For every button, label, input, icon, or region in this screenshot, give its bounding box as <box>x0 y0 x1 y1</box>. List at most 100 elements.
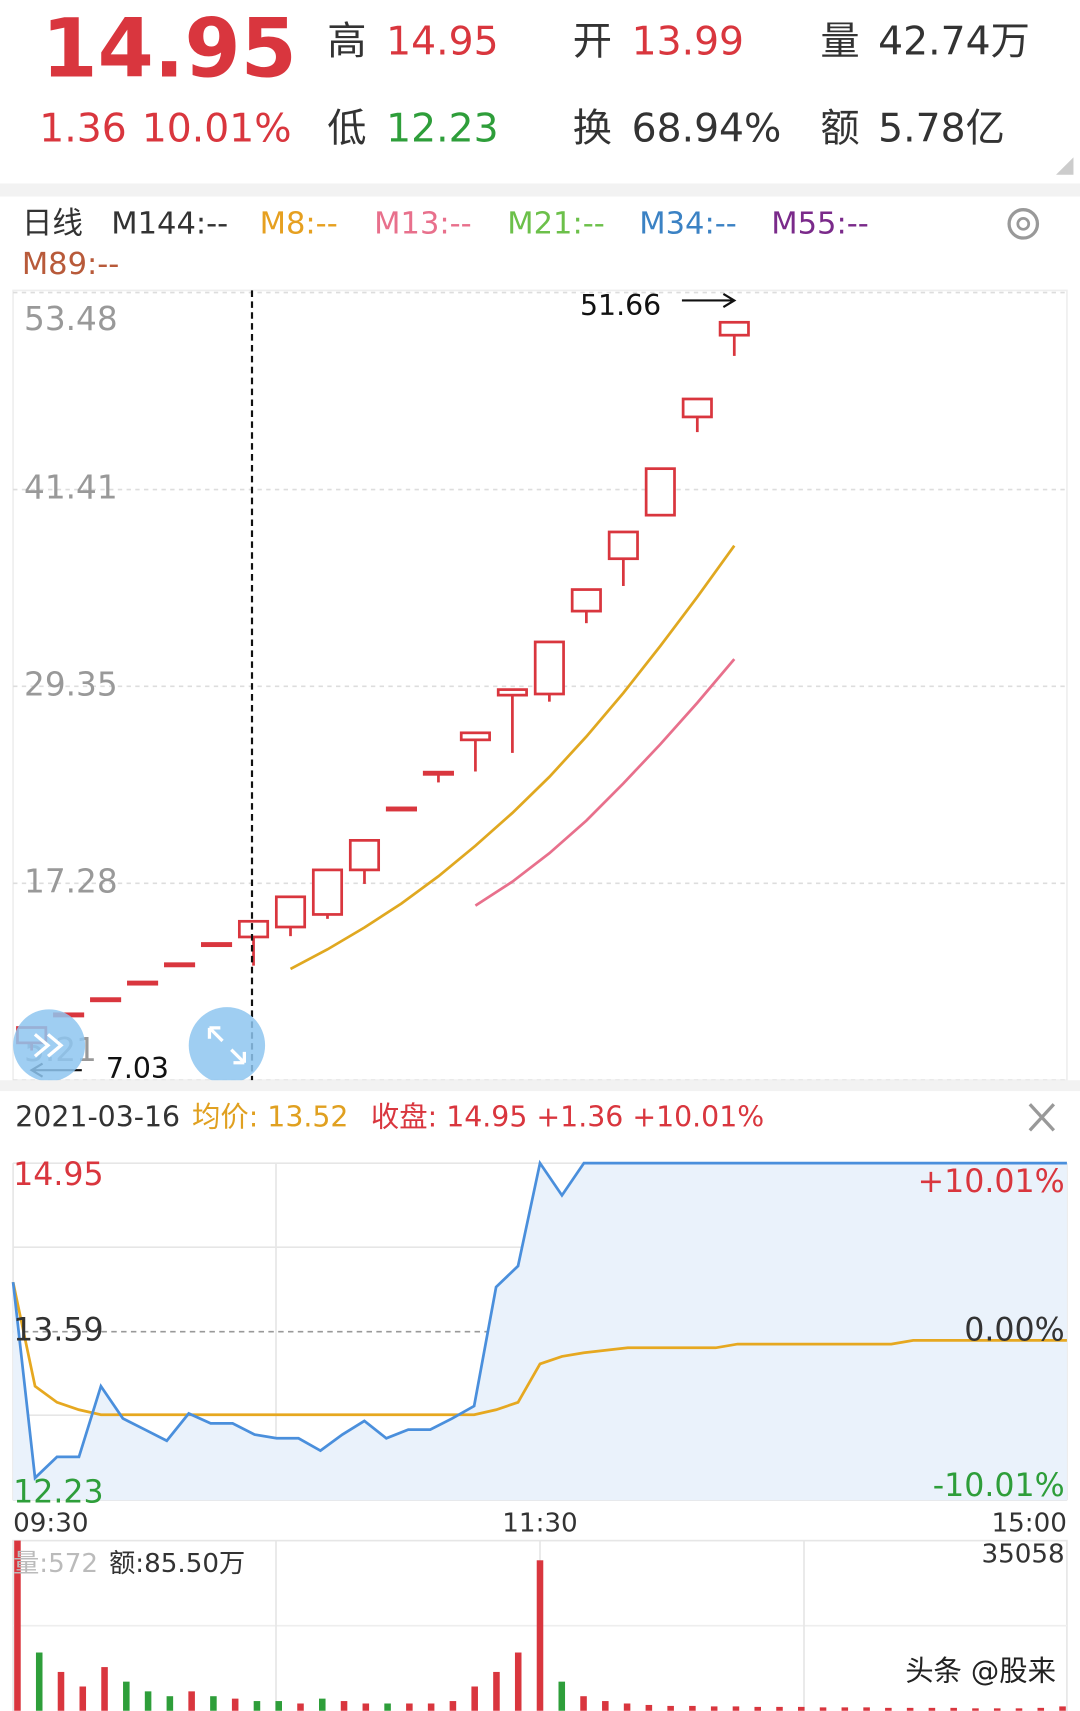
close-info: 收盘: 14.95 +1.36 +10.01% <box>371 1100 764 1133</box>
volume-bar <box>645 1704 653 1711</box>
volume-bar <box>123 1681 130 1711</box>
y2-tick-label: -10.01% <box>933 1468 1065 1504</box>
gear-center <box>1016 217 1031 231</box>
ma-line <box>474 658 736 907</box>
candle-body <box>237 919 270 939</box>
amount-label: 额:85.50万 <box>109 1549 245 1579</box>
low: 12.23 <box>386 107 498 152</box>
volume-bar <box>493 1671 500 1711</box>
volume-bar <box>602 1701 609 1711</box>
volume-label: 量 <box>820 19 859 64</box>
open: 13.99 <box>632 19 744 64</box>
date: 2021-03-16 <box>15 1100 180 1133</box>
amount: 5.78亿 <box>878 107 1005 152</box>
volume-bar <box>950 1707 957 1711</box>
amount-label: 额 <box>820 107 859 152</box>
separator <box>0 183 1080 197</box>
x-tick-label: 15:00 <box>991 1509 1066 1539</box>
indicator-label: M34:-- <box>639 206 737 241</box>
candle-body <box>164 962 196 968</box>
y-tick-label: 41.41 <box>24 469 118 507</box>
y2-tick-label: +10.01% <box>918 1164 1065 1200</box>
low-label: 低 <box>327 107 366 152</box>
volume-bar <box>689 1705 696 1711</box>
volume: 42.74万 <box>878 19 1030 64</box>
y-tick-label: 17.28 <box>24 862 118 900</box>
candle-body <box>90 997 122 1003</box>
volume-bar <box>144 1691 152 1711</box>
ma-line <box>289 544 736 971</box>
volume-bar <box>1037 1707 1045 1711</box>
price-line <box>11 1159 1067 1481</box>
volume-bar <box>14 1540 21 1711</box>
indicator-label: M55:-- <box>771 206 869 241</box>
x-tick-label: 09:30 <box>13 1509 88 1539</box>
volume-bar <box>35 1652 43 1711</box>
y2-tick-label: 0.00% <box>964 1313 1064 1349</box>
volume-bar <box>972 1708 979 1711</box>
candle-body <box>607 530 639 561</box>
zoom-button[interactable] <box>13 1009 86 1082</box>
min-label: 7.03 <box>106 1052 169 1085</box>
intraday-chart: 14.95 13.59 12.23 +10.01% 0.00% -10.01% 09:30 1… <box>11 1157 1068 1539</box>
settings-button[interactable] <box>1007 208 1040 240</box>
volume-bar <box>384 1703 391 1711</box>
volume-bar <box>1015 1708 1023 1711</box>
volume-bar <box>79 1686 87 1711</box>
volume-bar <box>188 1691 195 1711</box>
candle-body <box>681 397 713 419</box>
volume-bar <box>340 1701 348 1711</box>
y-tick-label: 13.59 <box>13 1313 104 1349</box>
volume-bar <box>275 1701 282 1711</box>
volume-bar <box>863 1707 870 1711</box>
volume-bar <box>406 1703 413 1711</box>
gear-icon <box>1007 208 1040 240</box>
y-tick-label: 35058 <box>981 1539 1064 1569</box>
price: 14.95 <box>41 3 296 97</box>
y-tick-label: 53.48 <box>24 300 118 338</box>
volume-bar <box>906 1707 914 1711</box>
volume-bar <box>667 1705 674 1711</box>
change-pct: 10.01% <box>142 107 292 152</box>
change: 1.36 <box>39 107 126 152</box>
candle-body <box>718 320 750 337</box>
candle-body <box>459 731 491 742</box>
volume-bar <box>166 1696 174 1711</box>
candle-body <box>644 467 676 517</box>
volume-bar <box>798 1706 805 1711</box>
y-tick-label: 29.35 <box>24 665 118 703</box>
open-label: 开 <box>573 19 612 64</box>
candle-body <box>496 688 528 697</box>
volume-bar <box>993 1708 1001 1711</box>
close-button[interactable] <box>1028 1103 1056 1132</box>
period: 日线 <box>22 206 83 241</box>
volume-label: 量:572 <box>13 1549 98 1579</box>
button-bg <box>188 1007 266 1084</box>
indicator-label: M13:-- <box>374 206 472 241</box>
turnover: 68.94% <box>632 107 782 152</box>
volume-bar <box>580 1696 587 1711</box>
indicator-label: M144:-- <box>111 206 228 241</box>
button-icon <box>33 1033 64 1058</box>
expand-button[interactable] <box>188 1007 266 1084</box>
volume-bar <box>362 1703 370 1711</box>
max-arrow <box>681 292 737 308</box>
high: 14.95 <box>386 19 498 64</box>
volume-bar <box>231 1698 239 1711</box>
avg-price: 均价: 13.52 <box>192 1100 348 1133</box>
watermark: 头条 @股来 <box>905 1655 1056 1688</box>
x-tick-label: 11:30 <box>502 1509 577 1539</box>
volume-bar <box>471 1686 478 1711</box>
volume-bar <box>710 1706 718 1711</box>
volume-bar <box>427 1703 435 1711</box>
separator <box>0 1080 1080 1092</box>
candle-body <box>127 980 159 986</box>
volume-bar <box>1059 1706 1066 1711</box>
candle-body <box>311 868 344 916</box>
candle-body <box>570 588 602 613</box>
price-area <box>13 1163 1067 1501</box>
volume-bar <box>819 1707 827 1711</box>
indicator-label: M21:-- <box>507 206 605 241</box>
